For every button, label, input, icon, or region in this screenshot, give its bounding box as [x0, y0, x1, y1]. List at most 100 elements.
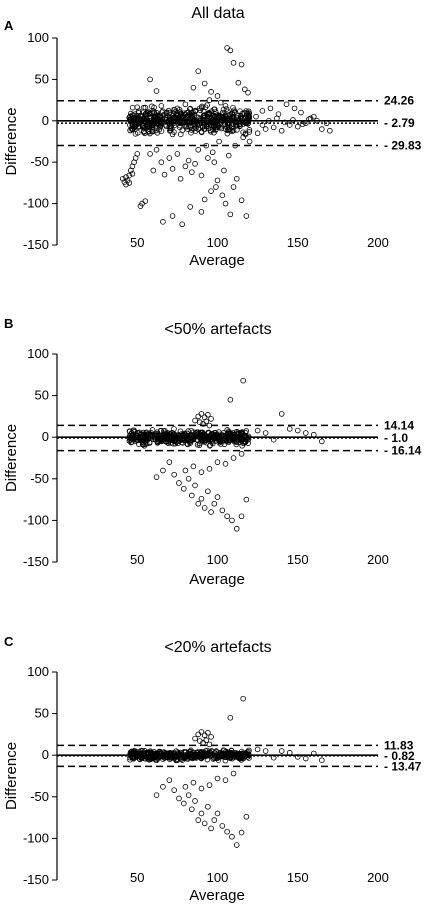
data-point [201, 126, 208, 133]
data-point [129, 170, 136, 177]
data-point [183, 437, 189, 443]
data-point [229, 833, 235, 840]
data-point [245, 89, 251, 96]
data-point [243, 813, 250, 820]
data-point [234, 431, 241, 438]
data-point [298, 109, 304, 116]
data-point [222, 119, 229, 125]
data-point [214, 177, 221, 184]
data-point [291, 105, 298, 112]
data-point [201, 732, 208, 739]
data-point [179, 436, 185, 442]
data-point [222, 435, 228, 442]
data-point [243, 213, 250, 219]
data-point [182, 101, 189, 108]
data-point [180, 485, 187, 492]
data-point [192, 108, 198, 114]
data-point [170, 754, 177, 760]
data-point [243, 428, 250, 434]
data-point [238, 829, 245, 836]
data-point [188, 129, 194, 136]
data-point [176, 118, 183, 125]
data-point [233, 842, 240, 848]
panel-a: A All data 100 50 0 -50 -100 -150 50 100 150 200 Dif… [3, 5, 422, 269]
data-point [211, 129, 217, 136]
data-point [187, 111, 193, 117]
y-tick-label: -100 [23, 830, 49, 845]
chart-title: <20% artefacts [164, 639, 271, 656]
data-point [161, 171, 168, 178]
data-point [132, 750, 139, 757]
data-point [153, 146, 160, 153]
y-tick-label: 100 [27, 346, 49, 361]
data-point [169, 166, 176, 172]
data-point [243, 496, 250, 503]
data-point [185, 157, 192, 164]
data-point [146, 440, 153, 446]
data-point [245, 436, 252, 443]
data-point [238, 61, 245, 68]
data-point [214, 494, 221, 500]
data-point [179, 221, 185, 228]
data-point [179, 127, 186, 134]
data-point [278, 411, 285, 417]
line-label: - 29.83 [384, 138, 422, 152]
y-tick-label: 0 [42, 113, 49, 128]
y-tick-label: 50 [35, 706, 49, 721]
data-point [182, 784, 189, 790]
data-point [160, 467, 166, 474]
data-point [192, 735, 198, 742]
data-point [198, 495, 205, 502]
data-point [237, 755, 243, 762]
x-axis-label: Average [189, 571, 245, 588]
data-point [143, 429, 150, 436]
data-point [174, 151, 181, 157]
data-point [231, 751, 238, 758]
data-point [218, 753, 225, 760]
data-point [201, 80, 208, 87]
line-label: - 2.79 [384, 116, 415, 130]
data-point [206, 422, 213, 429]
data-point [199, 105, 205, 111]
data-point [254, 130, 261, 137]
x-tick-label: 50 [130, 235, 144, 250]
data-point [149, 754, 155, 761]
data-point [206, 741, 213, 748]
data-point [319, 126, 325, 132]
data-point [262, 126, 269, 132]
data-point [190, 463, 197, 470]
data-point [192, 128, 199, 134]
data-point [171, 751, 178, 757]
data-point [236, 123, 243, 130]
data-point [153, 127, 160, 134]
data-point [192, 798, 198, 804]
data-point [267, 105, 274, 112]
data-point [246, 138, 253, 145]
data-point [129, 117, 136, 124]
data-point [149, 128, 156, 135]
data-point [171, 117, 178, 123]
data-point [327, 127, 333, 134]
data-point [185, 792, 192, 798]
data-point [319, 438, 325, 445]
data-point [215, 436, 222, 442]
data-point [294, 123, 301, 130]
data-point [176, 480, 182, 486]
data-point [224, 127, 231, 134]
data-point [259, 122, 266, 128]
data-point [126, 180, 133, 186]
data-point [230, 770, 237, 777]
data-point [286, 749, 293, 756]
data-point [150, 167, 157, 174]
data-point [262, 748, 269, 754]
x-axis-label: Average [189, 887, 245, 904]
data-point [208, 89, 214, 95]
y-tick-label: 0 [42, 429, 49, 444]
x-tick-label: 50 [130, 552, 144, 567]
data-point [239, 442, 245, 449]
data-point [150, 122, 156, 128]
line-label: - 0.82 [384, 749, 415, 763]
y-tick-label: -100 [23, 196, 49, 211]
data-point [208, 432, 214, 439]
data-point [200, 434, 207, 440]
